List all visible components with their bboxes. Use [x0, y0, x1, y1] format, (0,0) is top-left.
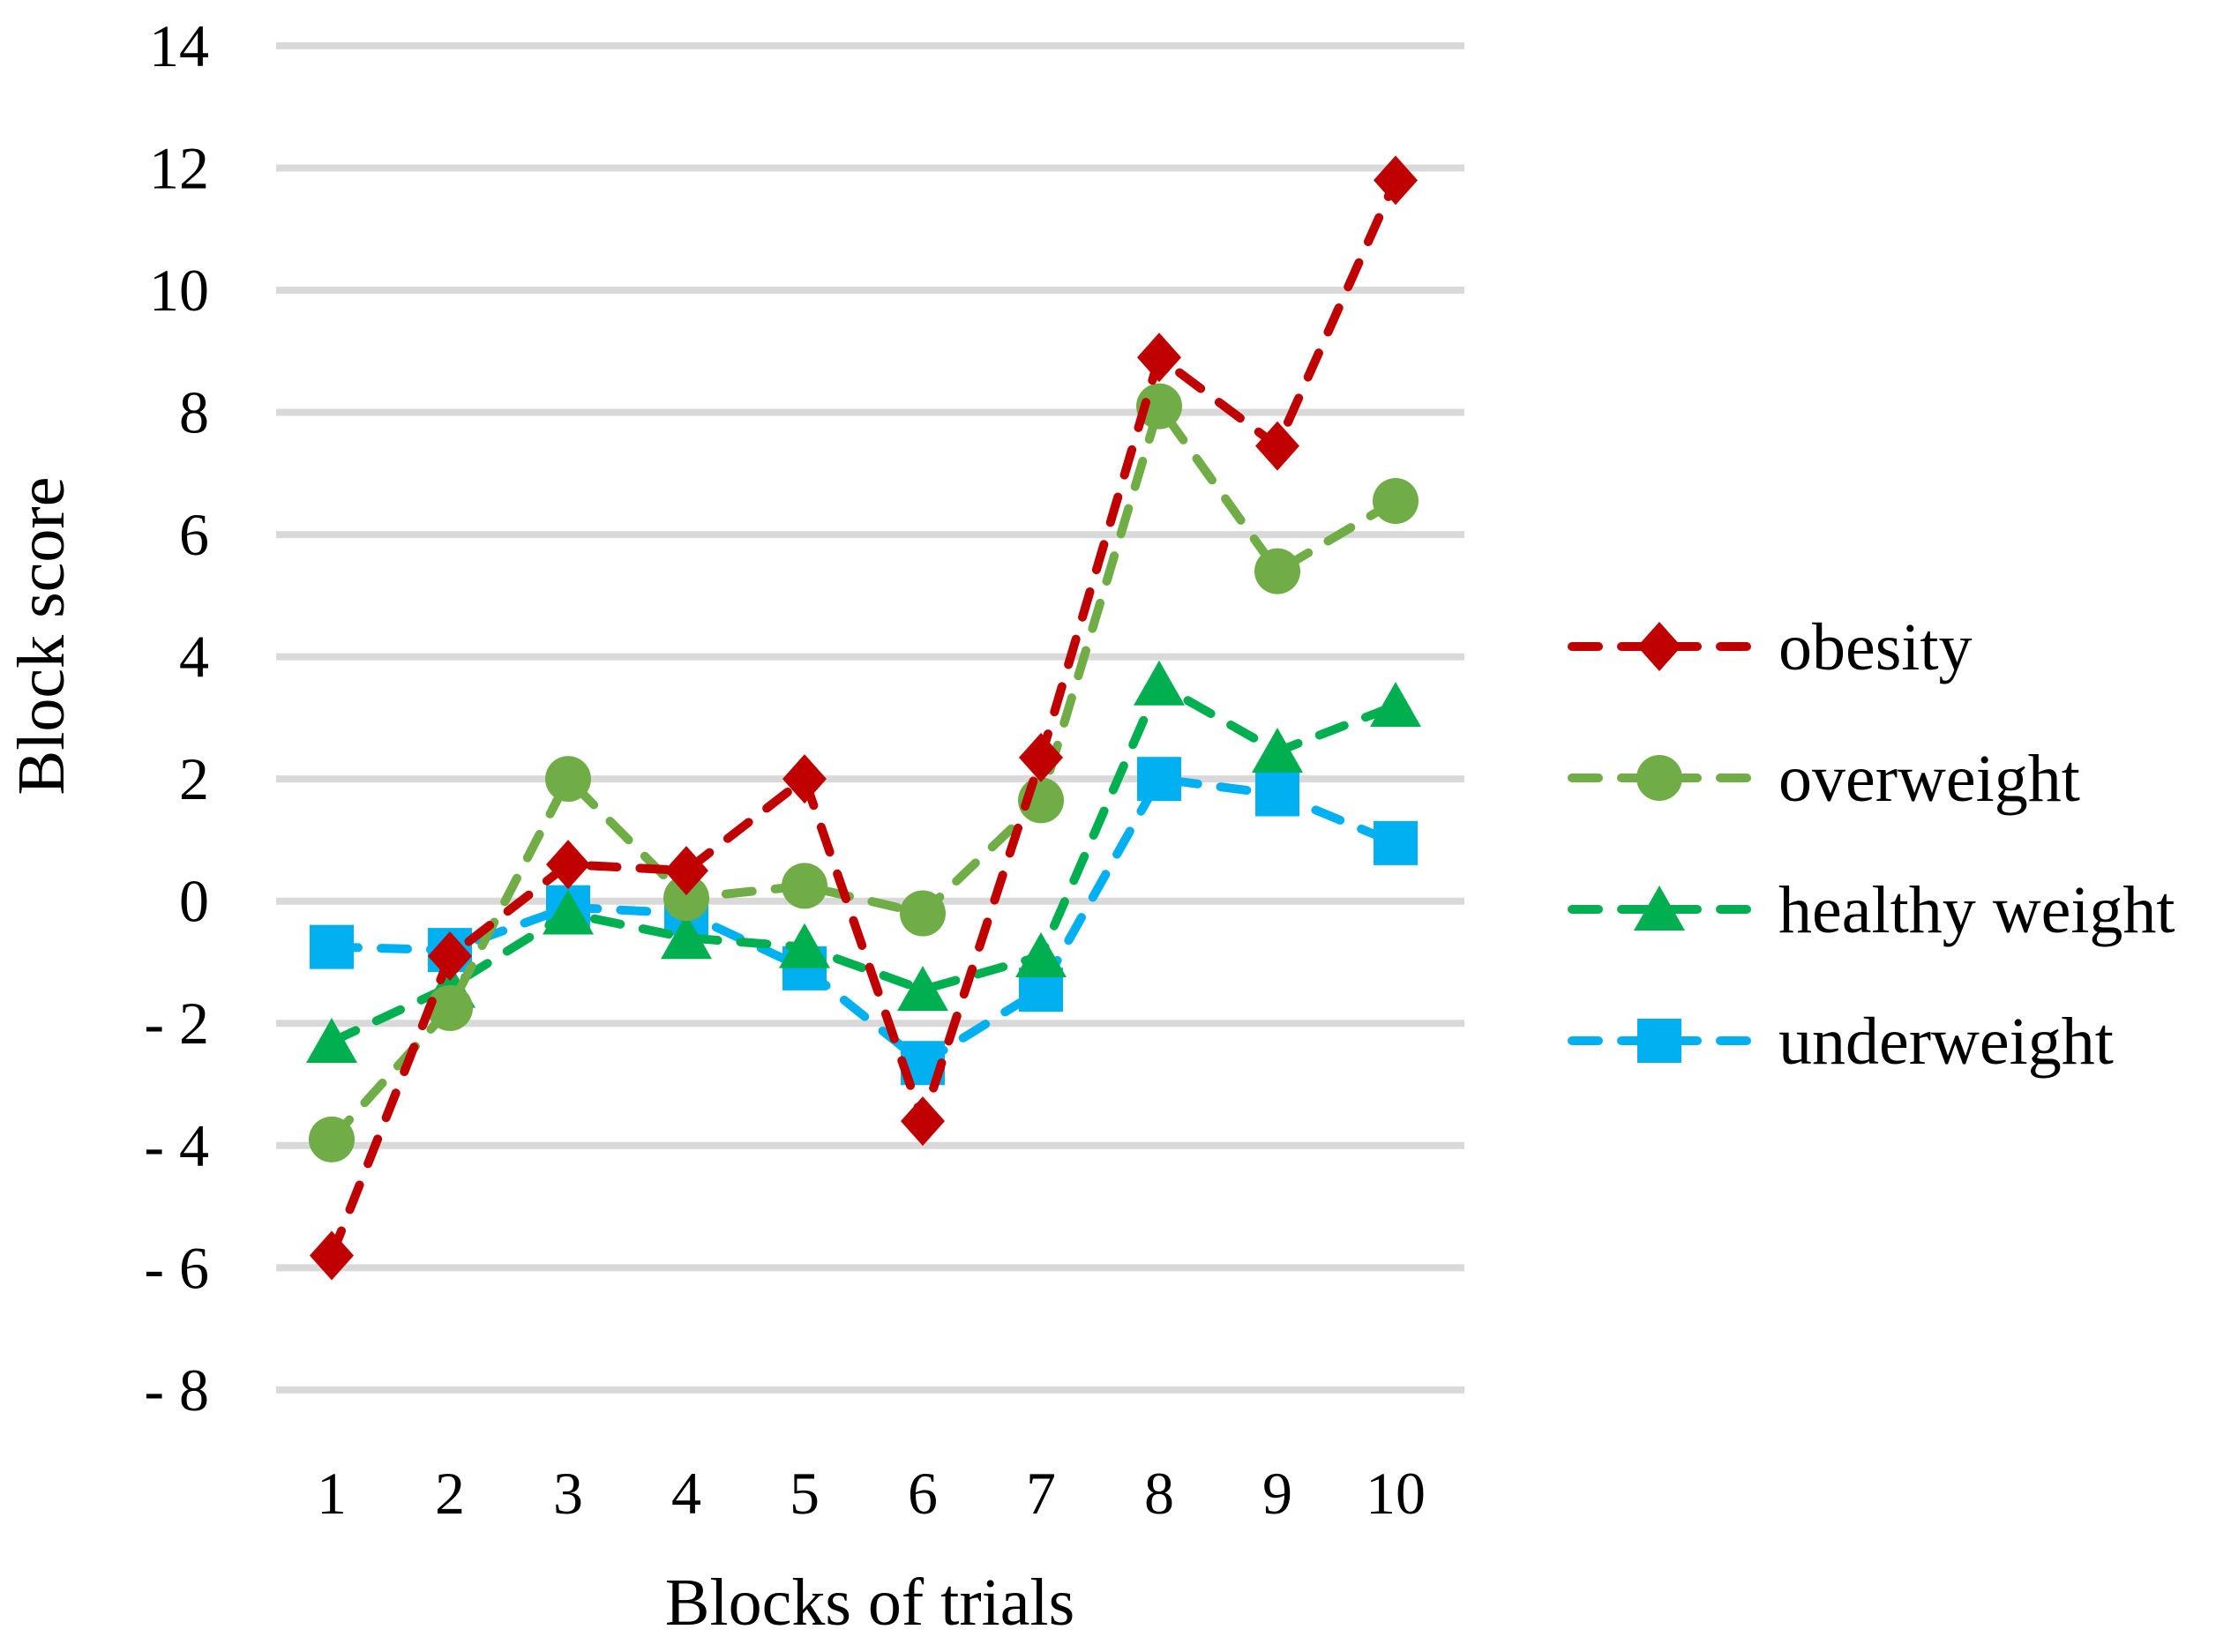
- data-point-obesity: [1255, 421, 1299, 471]
- data-point-healthy-weight: [897, 966, 948, 1012]
- data-point-healthy-weight: [661, 914, 712, 960]
- data-point-obesity: [310, 1230, 354, 1281]
- y-tick-label: 4: [179, 624, 209, 691]
- x-tick-label: 9: [1262, 1460, 1292, 1527]
- y-tick-label: 0: [179, 868, 209, 935]
- y-axis-title: Block score: [4, 477, 79, 796]
- legend-diamond-icon: [1637, 622, 1681, 671]
- data-point-overweight: [427, 984, 473, 1031]
- data-point-underweight: [1255, 772, 1299, 817]
- series-obesity: [310, 155, 1418, 1281]
- x-tick-label: 2: [435, 1460, 465, 1527]
- x-tick-label: 3: [553, 1460, 583, 1527]
- legend-circle-icon: [1636, 755, 1682, 801]
- data-point-overweight: [1373, 477, 1419, 524]
- data-point-overweight: [1254, 548, 1300, 594]
- legend-item-healthy-weight: healthy weight: [1568, 873, 2175, 947]
- legend-label-obesity: obesity: [1778, 610, 1973, 684]
- data-point-underweight: [1374, 820, 1418, 865]
- y-tick-label: 14: [149, 12, 209, 79]
- data-point-obesity: [1137, 333, 1181, 383]
- data-point-underweight: [310, 924, 354, 969]
- y-tick-label: 12: [149, 134, 209, 201]
- data-point-overweight: [309, 1116, 355, 1162]
- x-tick-label: 1: [317, 1460, 347, 1527]
- data-point-obesity: [1374, 155, 1418, 206]
- legend-square-icon: [1637, 1019, 1681, 1063]
- x-axis-title: Blocks of trials: [665, 1566, 1074, 1640]
- data-point-healthy-weight: [1370, 682, 1421, 728]
- data-point-obesity: [428, 931, 472, 982]
- legend-label-healthy-weight: healthy weight: [1778, 873, 2175, 947]
- series-line-underweight: [327, 774, 1400, 1069]
- data-point-healthy-weight: [779, 923, 830, 968]
- data-point-obesity: [1019, 732, 1063, 782]
- data-point-overweight: [663, 875, 709, 922]
- x-tick-label: 7: [1026, 1460, 1056, 1527]
- x-tick-label: 8: [1144, 1460, 1174, 1527]
- data-point-overweight: [782, 863, 827, 909]
- y-tick-label: - 4: [144, 1112, 209, 1179]
- y-tick-label: - 2: [144, 990, 209, 1057]
- data-point-underweight: [1137, 757, 1181, 802]
- y-tick-label: 8: [179, 379, 209, 446]
- x-tick-label: 6: [908, 1460, 938, 1527]
- x-tick-label: 10: [1366, 1460, 1426, 1527]
- legend: obesity overweight healthy weight underweig…: [1568, 610, 2175, 1079]
- legend-label-overweight: overweight: [1778, 742, 2080, 816]
- x-tick-label: 4: [671, 1460, 701, 1527]
- y-tick-label: - 8: [144, 1357, 209, 1424]
- legend-label-underweight: underweight: [1778, 1005, 2114, 1079]
- data-point-healthy-weight: [306, 1018, 357, 1064]
- data-point-healthy-weight: [1015, 932, 1067, 978]
- y-tick-label: 10: [149, 257, 209, 324]
- data-point-healthy-weight: [1134, 660, 1185, 706]
- legend-item-obesity: obesity: [1568, 610, 1973, 684]
- data-point-obesity: [664, 846, 708, 896]
- data-point-overweight: [900, 890, 946, 937]
- data-point-obesity: [901, 1096, 945, 1147]
- data-point-overweight: [1136, 383, 1182, 430]
- data-point-obesity: [782, 754, 827, 804]
- data-point-healthy-weight: [543, 889, 594, 935]
- series-line-healthy-weight: [327, 677, 1400, 1047]
- data-point-healthy-weight: [1252, 727, 1303, 773]
- legend-triangle-icon: [1634, 886, 1685, 931]
- x-tick-label: 5: [790, 1460, 820, 1527]
- series-line-obesity: [327, 176, 1400, 1260]
- legend-item-underweight: underweight: [1568, 1005, 2114, 1079]
- legend-item-overweight: overweight: [1568, 742, 2080, 816]
- y-tick-label: - 6: [144, 1234, 209, 1301]
- data-point-obesity: [546, 840, 590, 890]
- series-line-overweight: [327, 396, 1400, 1144]
- data-point-overweight: [545, 756, 591, 803]
- y-tick-label: 6: [179, 501, 209, 568]
- y-tick-label: 2: [179, 745, 209, 812]
